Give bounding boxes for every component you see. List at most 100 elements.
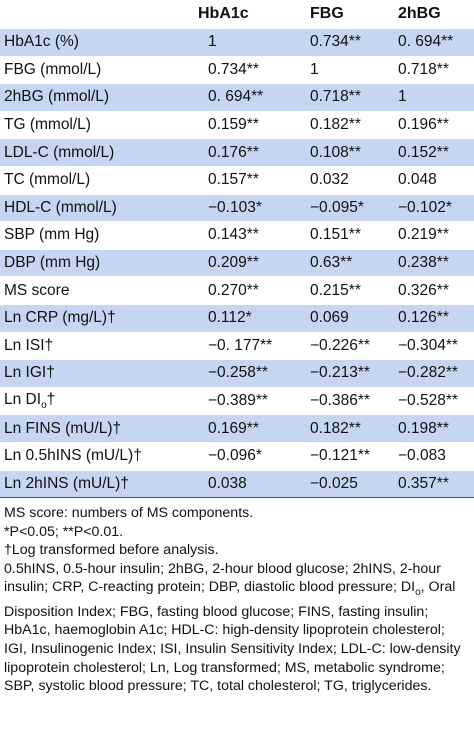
row-label-text: FBG (mmol/L) (4, 60, 102, 78)
table-row: Ln 2hINS (mU/L)† 0.038 −0.025 0.357** (0, 469, 474, 499)
cell-hba1c: 0. 694** (196, 83, 294, 112)
row-label-text: TC (mmol/L) (4, 171, 91, 189)
table-row: 2hBG (mmol/L) 0. 694** 0.718** 1 (0, 83, 474, 112)
row-label-suffix: † (46, 390, 56, 408)
row-label-text: 2hBG (mmol/L) (4, 88, 110, 106)
table-body: HbA1c (%) 1 0.734** 0. 694** FBG (mmol/L) 0.7… (0, 28, 474, 499)
row-label: Ln IGI† (0, 359, 196, 388)
cell-fbg: −0.121** (294, 441, 392, 471)
table-row: HDL-C (mmol/L) −0.103* −0.095* −0.102* (0, 193, 474, 223)
row-label: HbA1c (%) (0, 28, 196, 57)
row-label: 2hBG (mmol/L) (0, 83, 196, 112)
row-label-text: LDL-C (mmol/L) (4, 143, 115, 161)
cell-2hbg: 0.196** (392, 110, 474, 140)
cell-fbg: 0.069 (294, 303, 392, 333)
cell-hba1c: −0.258** (196, 359, 294, 388)
cell-2hbg: −0.083 (392, 441, 474, 471)
table-row: DBP (mm Hg) 0.209** 0.63** 0.238** (0, 248, 474, 278)
cell-hba1c: −0.389** (196, 386, 294, 416)
table-row: Ln 0.5hINS (mU/L)† −0.096* −0.121** −0.083 (0, 441, 474, 471)
cell-hba1c: 0.159** (196, 110, 294, 140)
row-label-text: HbA1c (%) (4, 33, 79, 51)
table-row: MS score 0.270** 0.215** 0.326** (0, 276, 474, 305)
cell-2hbg: 0.152** (392, 138, 474, 167)
row-label: Ln 0.5hINS (mU/L)† (0, 441, 196, 471)
row-label-text: TG (mmol/L) (4, 116, 91, 134)
row-label: Ln CRP (mg/L)† (0, 303, 196, 333)
table-row: Ln DIo† −0.389** −0.386** −0.528** (0, 386, 474, 416)
table-row: Ln CRP (mg/L)† 0.112* 0.069 0.126** (0, 303, 474, 333)
row-label-text: Ln DI (4, 390, 42, 408)
cell-2hbg: 0.048 (392, 165, 474, 195)
table-row: FBG (mmol/L) 0.734** 1 0.718** (0, 55, 474, 85)
table-row: Ln IGI† −0.258** −0.213** −0.282** (0, 359, 474, 388)
row-label-text: DBP (mm Hg) (4, 254, 101, 272)
row-label: Ln FINS (mU/L)† (0, 414, 196, 443)
cell-hba1c: 0.270** (196, 276, 294, 305)
cell-2hbg: 1 (392, 83, 474, 112)
cell-2hbg: 0.198** (392, 414, 474, 443)
row-label-subscript: o (41, 400, 47, 412)
cell-fbg: −0.386** (294, 386, 392, 416)
row-label-text: HDL-C (mmol/L) (4, 198, 117, 216)
cell-2hbg: 0.326** (392, 276, 474, 305)
row-label: TC (mmol/L) (0, 165, 196, 195)
footnote-ms-score: MS score: numbers of MS components. (4, 505, 254, 522)
cell-fbg: −0.226** (294, 331, 392, 361)
footnote-abbreviations: 0.5hINS, 0.5-hour insulin; 2hBG, 2-hour … (4, 560, 470, 696)
cell-fbg: −0.025 (294, 469, 392, 499)
header-hba1c: HbA1c (196, 0, 294, 29)
table-footnotes: MS score: numbers of MS components. *P<0… (0, 498, 474, 696)
table-row: HbA1c (%) 1 0.734** 0. 694** (0, 28, 474, 57)
footnote-significance: *P<0.05; **P<0.01. (4, 523, 124, 540)
cell-hba1c: 0.169** (196, 414, 294, 443)
table-row: Ln ISI† −0. 177** −0.226** −0.304** (0, 331, 474, 361)
cell-2hbg: −0.282** (392, 359, 474, 388)
row-label: SBP (mm Hg) (0, 221, 196, 250)
header-empty (0, 0, 196, 29)
cell-hba1c: 0.176** (196, 138, 294, 167)
cell-hba1c: 0.112* (196, 303, 294, 333)
cell-fbg: 0.718** (294, 83, 392, 112)
cell-fbg: 1 (294, 55, 392, 85)
row-label: Ln ISI† (0, 331, 196, 361)
row-label: Ln 2hINS (mU/L)† (0, 469, 196, 499)
cell-2hbg: 0. 694** (392, 28, 474, 57)
cell-2hbg: −0.102* (392, 193, 474, 223)
row-label: DBP (mm Hg) (0, 248, 196, 278)
cell-fbg: 0.215** (294, 276, 392, 305)
cell-hba1c: 0.209** (196, 248, 294, 278)
row-label-text: MS score (4, 281, 70, 299)
cell-fbg: 0.032 (294, 165, 392, 195)
table-header-row: HbA1c FBG 2hBG (0, 0, 474, 29)
row-label: MS score (0, 276, 196, 305)
correlation-table-container: HbA1c FBG 2hBG HbA1c (%) 1 0.734** 0. 694**… (0, 0, 474, 499)
cell-fbg: 0.182** (294, 414, 392, 443)
footnote-log-transform: †Log transformed before analysis. (4, 542, 219, 559)
cell-2hbg: −0.528** (392, 386, 474, 416)
cell-hba1c: 1 (196, 28, 294, 57)
row-label-text: SBP (mm Hg) (4, 226, 100, 244)
header-fbg: FBG (294, 0, 392, 29)
cell-hba1c: 0.038 (196, 469, 294, 499)
cell-hba1c: −0.103* (196, 193, 294, 223)
header-2hbg: 2hBG (392, 0, 474, 29)
cell-hba1c: 0.734** (196, 55, 294, 85)
cell-fbg: −0.213** (294, 359, 392, 388)
cell-hba1c: 0.143** (196, 221, 294, 250)
cell-hba1c: 0.157** (196, 165, 294, 195)
correlation-table: HbA1c FBG 2hBG HbA1c (%) 1 0.734** 0. 694**… (0, 0, 474, 499)
table-row: TC (mmol/L) 0.157** 0.032 0.048 (0, 165, 474, 195)
abbreviations-part-1: 0.5hINS, 0.5-hour insulin; 2hBG, 2-hour … (4, 560, 441, 596)
cell-fbg: −0.095* (294, 193, 392, 223)
cell-fbg: 0.182** (294, 110, 392, 140)
cell-hba1c: −0. 177** (196, 331, 294, 361)
row-label-text: Ln CRP (mg/L)† (4, 309, 116, 327)
cell-2hbg: 0.238** (392, 248, 474, 278)
cell-fbg: 0.151** (294, 221, 392, 250)
row-label-text: Ln IGI† (4, 364, 55, 382)
table-row: SBP (mm Hg) 0.143** 0.151** 0.219** (0, 221, 474, 250)
table-row: LDL-C (mmol/L) 0.176** 0.108** 0.152** (0, 138, 474, 167)
row-label-text: Ln FINS (mU/L)† (4, 419, 122, 437)
cell-fbg: 0.108** (294, 138, 392, 167)
